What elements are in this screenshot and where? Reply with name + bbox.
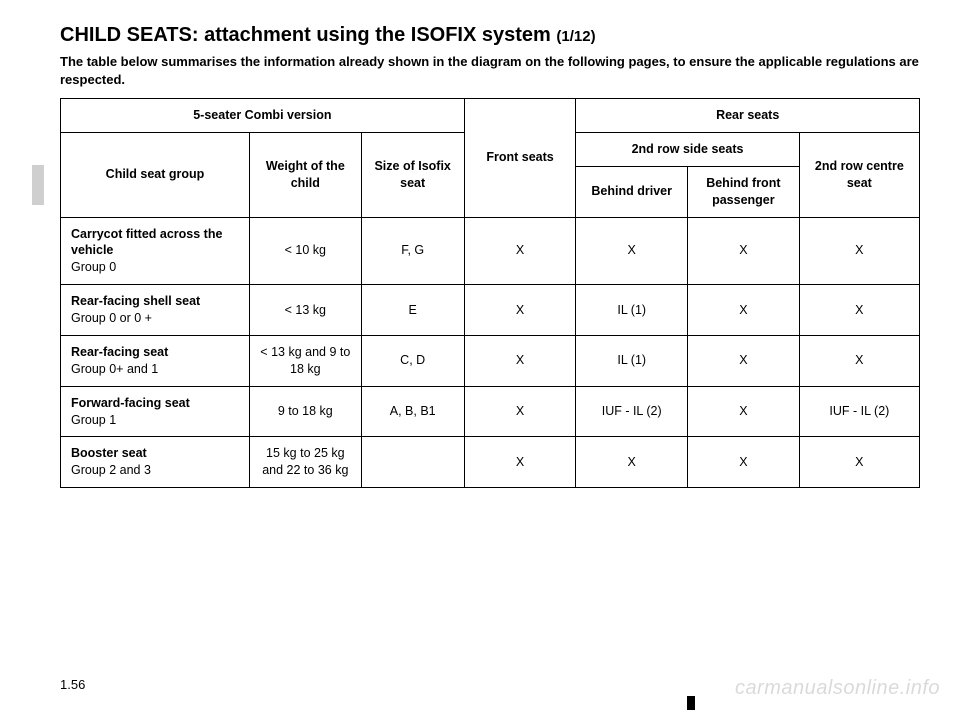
cell-front: X xyxy=(464,386,576,437)
seat-type-group: Group 2 and 3 xyxy=(71,462,243,479)
cell-weight: < 13 kg and 9 to 18 kg xyxy=(249,335,361,386)
print-registration-mark xyxy=(687,696,695,710)
cell-centre: X xyxy=(799,437,919,488)
header-size: Size of Isofix seat xyxy=(361,132,464,217)
cell-seat-type: Booster seat Group 2 and 3 xyxy=(61,437,250,488)
seat-type-group: Group 0 or 0 + xyxy=(71,310,243,327)
cell-centre: X xyxy=(799,217,919,285)
cell-behind_front: X xyxy=(688,285,800,336)
table-header-row-1: 5-seater Combi version Front seats Rear … xyxy=(61,99,920,133)
cell-seat-type: Rear-facing shell seat Group 0 or 0 + xyxy=(61,285,250,336)
header-second-row-side: 2nd row side seats xyxy=(576,132,799,166)
cell-weight: < 10 kg xyxy=(249,217,361,285)
cell-front: X xyxy=(464,217,576,285)
title-subpage: (1/12) xyxy=(556,28,595,45)
intro-text: The table below summarises the informati… xyxy=(60,53,920,88)
manual-page: CHILD SEATS: attachment using the ISOFIX… xyxy=(0,0,960,710)
cell-size: E xyxy=(361,285,464,336)
cell-behind_driver: IL (1) xyxy=(576,335,688,386)
seat-type-group: Group 0+ and 1 xyxy=(71,361,243,378)
cell-front: X xyxy=(464,335,576,386)
cell-front: X xyxy=(464,285,576,336)
header-child-group: Child seat group xyxy=(61,132,250,217)
cell-centre: X xyxy=(799,285,919,336)
cell-behind_front: X xyxy=(688,217,800,285)
cell-centre: X xyxy=(799,335,919,386)
seat-type-title: Rear-facing seat xyxy=(71,345,168,359)
cell-size: F, G xyxy=(361,217,464,285)
table-row: Rear-facing seat Group 0+ and 1 < 13 kg an… xyxy=(61,335,920,386)
cell-front: X xyxy=(464,437,576,488)
cell-weight: 15 kg to 25 kg and 22 to 36 kg xyxy=(249,437,361,488)
header-behind-front-passenger: Behind front passenger xyxy=(688,166,800,217)
header-behind-driver: Behind driver xyxy=(576,166,688,217)
isofix-table: 5-seater Combi version Front seats Rear … xyxy=(60,98,920,488)
cell-behind_driver: IL (1) xyxy=(576,285,688,336)
cell-behind_driver: X xyxy=(576,217,688,285)
cell-behind_front: X xyxy=(688,386,800,437)
cell-seat-type: Rear-facing seat Group 0+ and 1 xyxy=(61,335,250,386)
header-combi: 5-seater Combi version xyxy=(61,99,465,133)
seat-type-title: Carrycot fitted across the vehicle xyxy=(71,227,222,258)
table-row: Forward-facing seat Group 1 9 to 18 kgA, B… xyxy=(61,386,920,437)
cell-weight: 9 to 18 kg xyxy=(249,386,361,437)
cell-size: C, D xyxy=(361,335,464,386)
cell-behind_driver: IUF - IL (2) xyxy=(576,386,688,437)
seat-type-group: Group 1 xyxy=(71,412,243,429)
header-rear-seats: Rear seats xyxy=(576,99,920,133)
table-row: Booster seat Group 2 and 3 15 kg to 25 kg … xyxy=(61,437,920,488)
cell-seat-type: Carrycot fitted across the vehicleGroup … xyxy=(61,217,250,285)
section-tab-marker xyxy=(32,165,44,205)
cell-behind_front: X xyxy=(688,437,800,488)
header-weight: Weight of the child xyxy=(249,132,361,217)
seat-type-title: Forward-facing seat xyxy=(71,396,190,410)
cell-weight: < 13 kg xyxy=(249,285,361,336)
cell-seat-type: Forward-facing seat Group 1 xyxy=(61,386,250,437)
seat-type-title: Rear-facing shell seat xyxy=(71,294,200,308)
table-row: Rear-facing shell seat Group 0 or 0 + < 13… xyxy=(61,285,920,336)
cell-centre: IUF - IL (2) xyxy=(799,386,919,437)
seat-type-title: Booster seat xyxy=(71,446,147,460)
header-front-seats: Front seats xyxy=(464,99,576,218)
cell-size xyxy=(361,437,464,488)
header-second-row-centre: 2nd row centre seat xyxy=(799,132,919,217)
page-title: CHILD SEATS: attachment using the ISOFIX… xyxy=(60,24,920,47)
page-number: 1.56 xyxy=(60,677,85,692)
watermark-text: carmanualsonline.info xyxy=(735,677,940,700)
title-main: CHILD SEATS: attachment using the ISOFIX… xyxy=(60,24,551,46)
table-body: Carrycot fitted across the vehicleGroup … xyxy=(61,217,920,488)
cell-behind_front: X xyxy=(688,335,800,386)
cell-size: A, B, B1 xyxy=(361,386,464,437)
table-row: Carrycot fitted across the vehicleGroup … xyxy=(61,217,920,285)
seat-type-group: Group 0 xyxy=(71,259,243,276)
cell-behind_driver: X xyxy=(576,437,688,488)
